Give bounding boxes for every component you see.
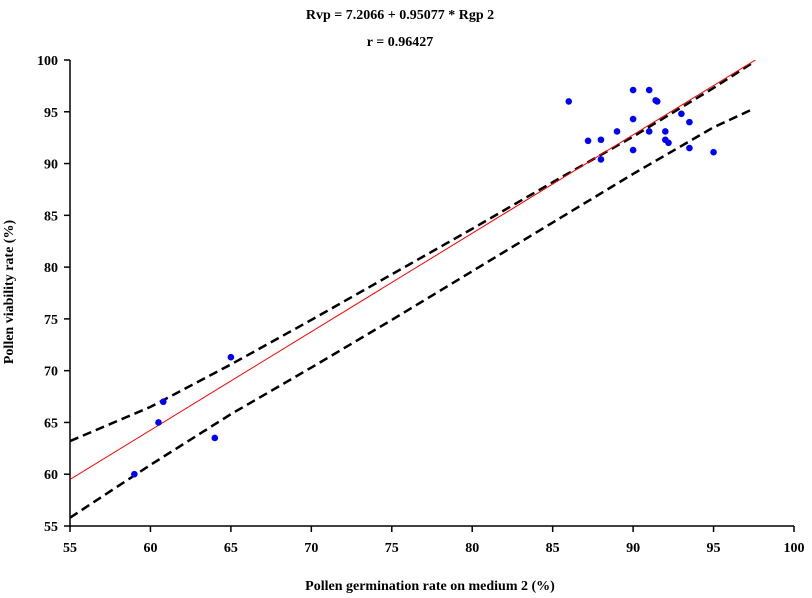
y-tick-label-60: 60 — [44, 468, 58, 483]
x-tick-label-70: 70 — [304, 541, 318, 556]
confidence-band-upper — [70, 61, 755, 443]
data-point-9 — [613, 128, 621, 135]
x-tick-label-100: 100 — [784, 541, 805, 556]
data-point-0 — [131, 470, 138, 478]
data-point-17 — [661, 128, 669, 135]
plot-area: 55 60 65 70 75 80 85 90 95 100 55 60 65 70 75 80 85 90 95 1… — [37, 54, 805, 556]
x-tick-label-75: 75 — [385, 541, 399, 556]
y-tick-label-70: 70 — [44, 365, 58, 380]
y-tick-label-85: 85 — [44, 209, 58, 224]
data-point-3 — [211, 434, 219, 442]
x-tick-label-80: 80 — [465, 541, 479, 556]
data-point-4 — [227, 353, 235, 361]
x-tick-label-55: 55 — [63, 541, 77, 556]
data-point-13 — [645, 86, 653, 94]
x-tick-label-90: 90 — [626, 541, 640, 556]
data-point-8 — [597, 156, 605, 163]
data-point-5 — [565, 98, 573, 105]
y-tick-label-55: 55 — [44, 520, 58, 535]
data-point-1 — [155, 419, 162, 426]
data-point-12 — [629, 146, 637, 154]
data-point-22 — [686, 144, 693, 152]
data-point-14 — [645, 128, 653, 135]
regression-line — [70, 60, 757, 480]
data-point-20 — [678, 110, 685, 118]
data-point-6 — [584, 137, 592, 145]
x-tick-label-85: 85 — [546, 541, 560, 556]
y-tick-label-100: 100 — [37, 54, 58, 69]
x-tick-label-65: 65 — [224, 541, 238, 556]
chart-subtitle: r = 0.96427 — [367, 35, 433, 50]
data-point-2 — [160, 398, 167, 406]
data-point-23 — [710, 148, 717, 156]
y-tick-label-75: 75 — [44, 313, 58, 328]
data-point-10 — [629, 86, 637, 94]
y-tick-label-65: 65 — [44, 416, 58, 431]
data-point-16 — [653, 98, 661, 105]
y-axis-label: Pollen viability rate (%) — [2, 220, 17, 365]
x-tick-label-95: 95 — [707, 541, 721, 556]
data-point-11 — [629, 115, 637, 123]
x-tick-label-60: 60 — [143, 541, 157, 556]
x-axis-label: Pollen germination rate on medium 2 (%) — [305, 579, 555, 594]
data-point-19 — [665, 139, 672, 147]
y-tick-label-90: 90 — [44, 158, 58, 173]
chart-title: Rvp = 7.2066 + 0.95077 * Rgp 2 — [306, 8, 494, 23]
data-point-21 — [686, 118, 693, 126]
y-tick-label-95: 95 — [44, 106, 58, 121]
data-point-7 — [597, 136, 605, 144]
y-tick-label-80: 80 — [44, 261, 58, 276]
confidence-band-lower — [70, 107, 755, 519]
